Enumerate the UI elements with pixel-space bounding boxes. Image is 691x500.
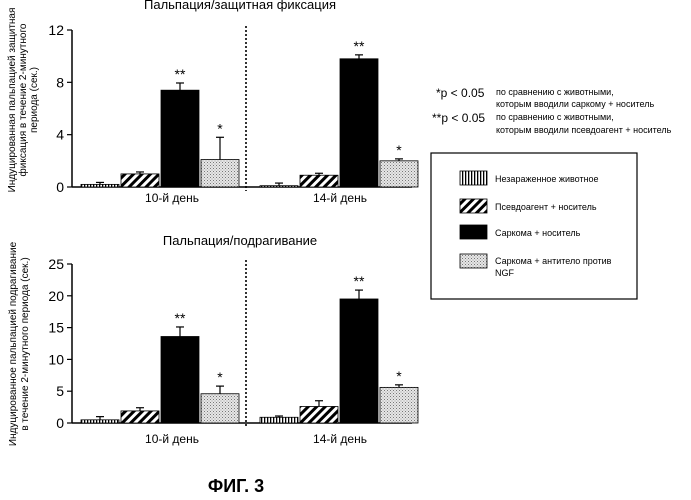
y-tick-label: 25	[48, 256, 64, 272]
bar	[161, 337, 199, 423]
significance-star: *	[217, 120, 223, 136]
bar	[201, 160, 239, 187]
chart-palpation-guarding: 04812******	[48, 22, 418, 195]
bar	[81, 420, 119, 423]
chart1-ylabel-line2: фиксация в течение 2-минутного	[17, 23, 29, 176]
y-tick-label: 4	[56, 127, 64, 143]
sig-single-line2: которым вводили саркому + носитель	[496, 99, 654, 109]
significance-star: *	[396, 368, 402, 384]
sig-double-line1: по сравнению с животными,	[496, 112, 614, 122]
legend-label-1: Псевдоагент + носитель	[495, 202, 597, 212]
chart1-category-label-1: 14-й день	[313, 191, 367, 205]
legend-label-3-text: Саркома + антитело против	[495, 256, 612, 266]
chart1-ylabel-line3: периода (сек.)	[29, 67, 40, 133]
chart2-category-label-0: 10-й день	[145, 432, 199, 446]
significance-star: **	[354, 273, 365, 289]
chart2-ylabel-line2: в течение 2-минутного периода (сек.)	[20, 257, 31, 430]
y-tick-label: 8	[56, 74, 64, 90]
legend-label-2: Саркома + носитель	[495, 228, 581, 238]
bar	[201, 394, 239, 423]
significance-star: **	[175, 66, 186, 82]
chart-palpation-flinching: 0510152025******	[48, 256, 418, 431]
legend-swatch-vstripes	[460, 171, 487, 185]
sig-double-marker: **p < 0.05	[432, 111, 485, 125]
chart1-category-label-0: 10-й день	[145, 191, 199, 205]
significance-star: *	[217, 369, 223, 385]
legend-label-3-text-cont: NGF	[495, 268, 515, 278]
legend: Незараженное животное Псевдоагент + носи…	[431, 153, 637, 299]
y-tick-label: 20	[48, 288, 64, 304]
bar	[81, 184, 119, 187]
y-tick-label: 0	[56, 179, 64, 195]
chart1-ylabel-line1: Индуцированная пальпацией защитная	[7, 8, 18, 193]
chart2-category-label-1: 14-й день	[313, 432, 367, 446]
sig-single-line1: по сравнению с животными,	[496, 87, 614, 97]
bar	[260, 417, 298, 423]
chart2-title: Пальпация/подрагивание	[163, 233, 317, 248]
legend-swatch-dots	[460, 254, 487, 268]
significance-star: *	[396, 142, 402, 158]
figure-caption: ФИГ. 3	[208, 476, 264, 496]
y-tick-label: 5	[56, 383, 64, 399]
bar	[260, 186, 298, 187]
y-tick-label: 12	[48, 22, 64, 38]
significance-star: **	[354, 38, 365, 54]
y-tick-label: 10	[48, 351, 64, 367]
bar	[121, 411, 159, 423]
significance-star: **	[175, 310, 186, 326]
bar	[161, 90, 199, 187]
bar	[380, 161, 418, 187]
y-tick-label: 0	[56, 415, 64, 431]
sig-double-line2: которым вводили псевдоагент + носитель	[496, 125, 672, 135]
chart1-title: Пальпация/защитная фиксация	[144, 0, 336, 12]
chart1-ylabel: Индуцированная пальпацией защитная фикса…	[7, 8, 40, 193]
bar	[121, 174, 159, 187]
legend-swatch-diag	[460, 199, 487, 213]
bar	[380, 387, 418, 423]
bar	[300, 406, 338, 423]
significance-notes: *p < 0.05 по сравнению с животными, кото…	[432, 86, 672, 135]
chart2-ylabel-line1: Индуцированное пальпацией подрагивание	[8, 241, 19, 446]
bar	[340, 59, 378, 187]
bar	[300, 175, 338, 187]
sig-single-marker: *p < 0.05	[436, 86, 485, 100]
y-tick-label: 15	[48, 320, 64, 336]
legend-label-0: Незараженное животное	[495, 174, 599, 184]
bar	[340, 299, 378, 423]
legend-swatch-solid	[460, 225, 487, 239]
chart2-ylabel: Индуцированное пальпацией подрагивание в…	[8, 241, 31, 446]
